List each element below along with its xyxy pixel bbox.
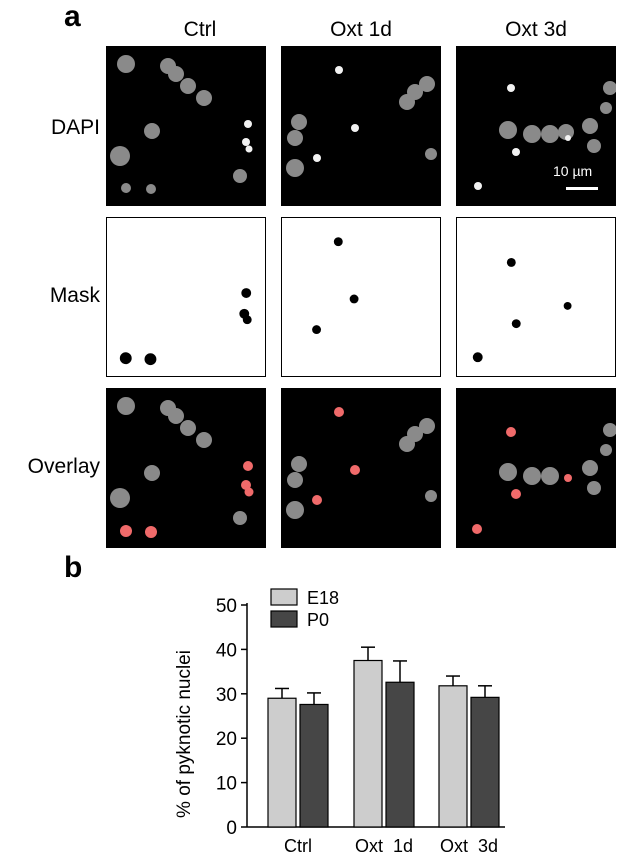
y-tick-label: 0 xyxy=(226,818,237,839)
scale-bar xyxy=(566,187,598,190)
legend-label: P0 xyxy=(307,610,329,630)
bar-e18 xyxy=(267,697,297,828)
bar-p0 xyxy=(470,696,500,828)
x-tick-label: Oxt 1d xyxy=(355,836,413,856)
panel-a-letter: a xyxy=(64,0,81,33)
x-tick-label: Oxt 3d xyxy=(440,836,498,856)
overlay-image-ctrl xyxy=(106,388,266,548)
mask-image-oxt-1d xyxy=(281,217,441,377)
column-label-oxt-1d: Oxt 1d xyxy=(330,18,392,41)
bar-e18 xyxy=(353,659,383,828)
y-axis-label: % of pyknotic nuclei xyxy=(174,650,195,818)
overlay-image-oxt-1d xyxy=(281,388,441,548)
row-label-overlay: Overlay xyxy=(27,455,100,478)
y-tick-label: 50 xyxy=(216,596,237,617)
y-tick-label: 30 xyxy=(216,685,237,706)
mask-image-oxt-3d xyxy=(456,217,616,377)
overlay-image-oxt-3d xyxy=(456,388,616,548)
bar-p0 xyxy=(385,681,415,828)
mask-image-ctrl xyxy=(106,217,266,377)
bar-chart: % of pyknotic nuclei 0 10 20 30 40 50 Ctrl Oxt… xyxy=(174,588,505,856)
y-tick-label: 40 xyxy=(216,640,237,661)
row-label-mask: Mask xyxy=(49,284,100,307)
column-label-oxt-3d: Oxt 3d xyxy=(505,18,567,41)
y-tick-label: 20 xyxy=(216,729,237,750)
chart-bars: Ctrl Oxt 1d Oxt 3d xyxy=(267,646,500,856)
column-label-ctrl: Ctrl xyxy=(183,18,217,41)
y-tick-label: 10 xyxy=(216,774,237,795)
bar-e18 xyxy=(438,685,468,828)
dapi-image-oxt-1d xyxy=(281,46,441,206)
legend-label: E18 xyxy=(307,588,339,608)
scale-bar-label: 10 µm xyxy=(553,163,593,179)
x-tick-label: Ctrl xyxy=(284,836,312,856)
dapi-image-ctrl xyxy=(106,46,266,206)
row-label-dapi: DAPI xyxy=(50,116,100,139)
legend-swatch xyxy=(270,610,298,628)
panel-b-letter: b xyxy=(64,551,83,584)
bar-p0 xyxy=(299,703,329,828)
legend-swatch xyxy=(270,588,298,606)
dapi-image-oxt-3d: 10 µm xyxy=(456,46,616,206)
